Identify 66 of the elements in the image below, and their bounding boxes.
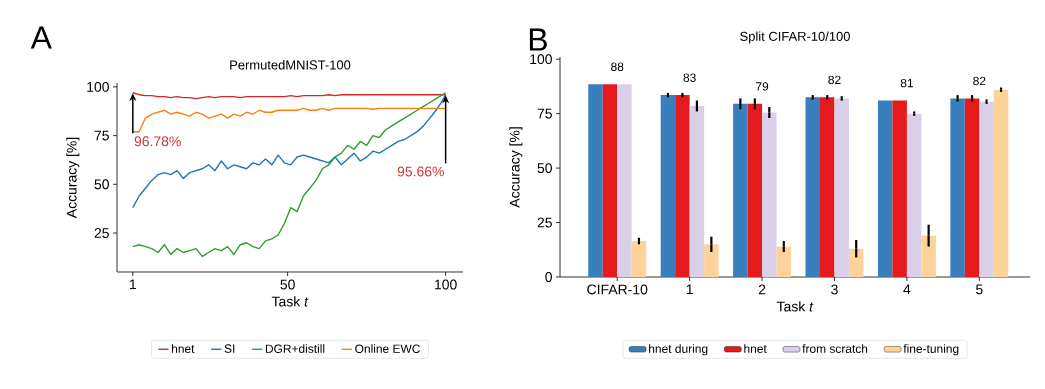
y-tick-label: 75	[537, 108, 552, 119]
annotation: 82	[828, 75, 841, 85]
legend-label: from scratch	[802, 344, 868, 353]
bar	[820, 97, 835, 277]
bar	[704, 244, 719, 277]
bar	[776, 246, 792, 277]
legend-label: SI	[224, 344, 235, 353]
bar	[848, 248, 864, 277]
x-tick-label: 5	[976, 284, 983, 295]
x-tick-label: 2	[758, 284, 766, 295]
bar	[762, 112, 777, 277]
y-tick-label: 100	[87, 81, 109, 92]
annotation: 82	[973, 76, 986, 86]
chart-title: PermutedMNIST-100	[230, 59, 351, 70]
y-tick-label: 50	[537, 163, 552, 174]
bar	[834, 98, 849, 277]
y-tick-label: 25	[537, 217, 552, 228]
text: B	[529, 28, 547, 51]
x-tick-label: 50	[280, 279, 295, 290]
bar	[805, 97, 820, 277]
y-tick-label: 0	[545, 272, 552, 282]
chart-title: Split CIFAR-10/100	[740, 31, 850, 44]
bar	[602, 84, 618, 277]
bar	[660, 95, 676, 277]
bar	[747, 103, 763, 277]
bar	[921, 235, 936, 277]
y-axis-title: Accuracy [%]	[66, 137, 80, 219]
x-tick-label: 3	[831, 284, 838, 295]
legend-label: hnet	[172, 344, 195, 353]
bar	[993, 89, 1009, 277]
bar	[689, 106, 705, 277]
annotation: 96.78%	[134, 136, 181, 147]
annotation: 88	[611, 62, 624, 72]
legend-label: hnet during	[649, 344, 708, 356]
x-tick-label: CIFAR-10	[587, 284, 648, 295]
bar	[964, 98, 980, 277]
bar	[979, 101, 994, 277]
legend-label: hnet	[744, 344, 767, 353]
bar	[906, 113, 922, 277]
legend-label: fine-tuning	[903, 344, 959, 356]
annotation: 83	[683, 73, 696, 82]
x-tick-label: 4	[903, 284, 911, 295]
y-axis-title: Accuracy [%]	[509, 127, 523, 208]
annotation: 79	[756, 82, 769, 91]
y-tick-label: 100	[530, 54, 552, 65]
legend-label: DGR+distill	[265, 344, 325, 353]
bar	[588, 84, 603, 277]
y-tick-label: 75	[94, 130, 109, 141]
annotation: 95.66%	[397, 166, 444, 177]
bar	[733, 103, 748, 277]
bar	[892, 100, 907, 277]
y-tick-label: 50	[94, 179, 109, 190]
y-tick-label: 25	[94, 228, 109, 238]
x-axis-title: Task t	[776, 301, 814, 312]
bar	[950, 98, 965, 277]
x-tick-label: 1	[686, 284, 693, 295]
bar	[877, 100, 893, 277]
annotation: 81	[900, 78, 913, 88]
x-tick-label: 1	[129, 279, 137, 290]
x-tick-label: 100	[435, 279, 457, 290]
legend-label: Online EWC	[355, 344, 420, 353]
bar	[617, 84, 632, 277]
x-axis-title: Task t	[271, 296, 309, 307]
bar	[631, 241, 647, 277]
bar	[675, 95, 690, 277]
text: A	[30, 26, 52, 49]
